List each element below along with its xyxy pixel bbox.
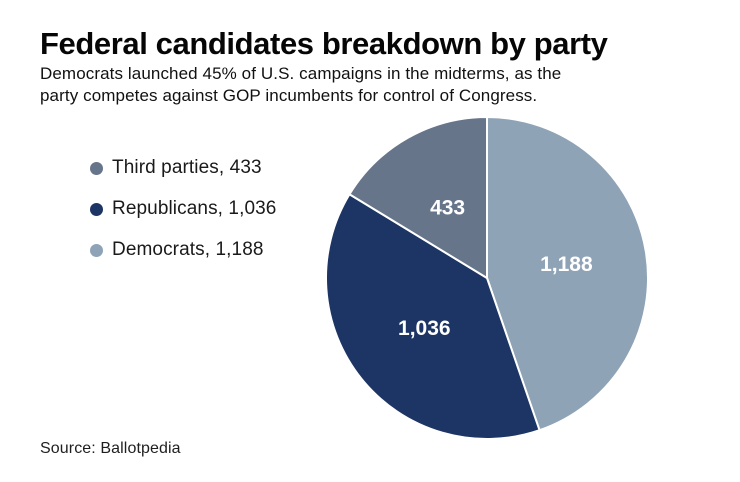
pie-slice-republicans — [325, 193, 541, 440]
legend-label: Republicans, 1,036 — [112, 198, 277, 219]
pie-slice-label-democrats: 1,188 — [540, 253, 593, 276]
chart-legend: Third parties, 433 Republicans, 1,036 Demo… — [90, 156, 276, 279]
pie-slice-democrats — [486, 116, 650, 432]
legend-item: Third parties, 433 — [90, 156, 276, 180]
legend-item: Republicans, 1,036 — [90, 197, 276, 221]
legend-label: Third parties, 433 — [112, 157, 262, 178]
source-note: Source: Ballotpedia — [40, 440, 181, 457]
pie-slice-label-third-parties: 433 — [430, 196, 465, 219]
legend-item: Democrats, 1,188 — [90, 238, 276, 262]
legend-dot-icon — [90, 161, 103, 175]
page-title: Federal candidates breakdown by party — [40, 26, 608, 61]
pie-slice-label-republicans: 1,036 — [398, 317, 451, 340]
legend-dot-icon — [90, 243, 103, 257]
subtitle-line-2: party competes against GOP incumbents fo… — [40, 86, 538, 105]
legend-label: Democrats, 1,188 — [112, 239, 264, 260]
chart-subtitle: Democrats launched 45% of U.S. campaigns… — [40, 63, 561, 107]
subtitle-line-1: Democrats launched 45% of U.S. campaigns… — [40, 64, 562, 83]
pie-slice-third-parties — [348, 116, 488, 279]
legend-dot-icon — [90, 202, 103, 216]
